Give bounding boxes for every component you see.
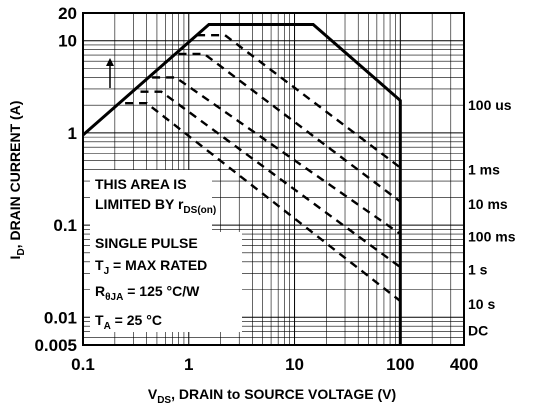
x-tick-label: 1 (184, 355, 193, 374)
annotation-area-line1: THIS AREA IS (95, 176, 187, 192)
y-tick-label: 0.1 (53, 216, 77, 235)
series-label: 10 s (468, 296, 495, 312)
plot-frame (82, 12, 465, 346)
series-label-backing (466, 293, 504, 312)
series-line-1-ms (197, 34, 402, 169)
series-label-backing (466, 259, 496, 278)
x-tick-label: 0.1 (71, 355, 95, 374)
series-line-10-ms (178, 52, 402, 203)
series-label: 1 ms (468, 162, 500, 178)
y-tick-label: 0.005 (34, 336, 77, 355)
series-line-10-s (125, 101, 402, 302)
annotation-box-conditions (90, 232, 242, 332)
series-layer (82, 23, 402, 345)
series-line-100-us (82, 23, 402, 345)
annotation-ta: TA = 25 °C (95, 312, 162, 332)
series-labels: 100 us 1 ms 10 ms 100 ms 1 s 10 s DC (466, 95, 520, 339)
arrow-icon (106, 58, 114, 88)
series-line-1-s (140, 90, 402, 269)
annotation-single-pulse: SINGLE PULSE (95, 235, 198, 251)
x-tick-label: 400 (450, 355, 478, 374)
y-axis-title: ID, DRAIN CURRENT (A) (7, 101, 27, 260)
x-axis-title: VDS, DRAIN to SOURCE VOLTAGE (V) (148, 386, 396, 406)
annotation-tj: TJ = MAX RATED (95, 257, 207, 277)
x-tick-label: 10 (285, 355, 304, 374)
y-tick-label: 10 (58, 32, 77, 51)
series-label-backing (466, 320, 488, 339)
tick-labels: 0.1 1 10 100 400 0.005 0.01 0.1 1 10 20 (34, 4, 478, 374)
series-label: DC (468, 322, 488, 338)
series-label-backing (466, 193, 512, 212)
y-tick-label: 0.01 (44, 308, 77, 327)
series-label: 100 ms (468, 229, 516, 245)
series-label: 100 us (468, 97, 512, 113)
annotation-rth: RθJA = 125 °C/W (95, 283, 200, 303)
series-label: 1 s (468, 261, 488, 277)
series-label: 10 ms (468, 196, 508, 212)
annotation-box-area (90, 170, 212, 232)
y-tick-label: 1 (68, 124, 77, 143)
series-line-100-ms (152, 76, 401, 235)
series-label-backing (466, 226, 520, 245)
annotation-area-line2: LIMITED BY rDS(on) (95, 196, 216, 216)
series-label-backing (466, 95, 520, 114)
y-tick-label: 20 (58, 4, 77, 23)
series-label-backing (466, 159, 504, 178)
x-tick-label: 100 (386, 355, 414, 374)
